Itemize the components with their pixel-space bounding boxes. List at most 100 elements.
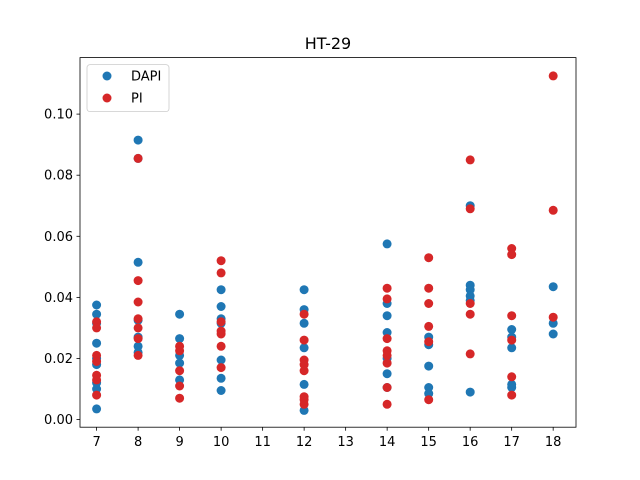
dapi-point	[216, 386, 226, 395]
pi-point	[133, 276, 143, 286]
pi-point	[92, 390, 102, 400]
x-tick-label: 11	[254, 435, 271, 450]
pi-point	[216, 363, 226, 373]
pi-point	[133, 297, 143, 307]
x-tick-label: 10	[213, 435, 230, 450]
pi-point	[382, 383, 392, 392]
pi-point	[382, 334, 392, 344]
dapi-point	[299, 379, 309, 389]
dapi-point	[382, 239, 392, 249]
pi-point	[299, 399, 309, 409]
pi-point	[133, 350, 143, 360]
dapi-point	[175, 334, 185, 344]
dapi-point	[548, 329, 558, 339]
dapi-point	[465, 387, 475, 397]
plot-frame	[79, 57, 577, 428]
dapi-point	[216, 285, 226, 295]
dapi-point	[382, 311, 392, 321]
pi-point	[465, 299, 475, 308]
points-layer	[92, 71, 558, 415]
x-tick-label: 16	[462, 435, 479, 450]
x-tick-label: 7	[92, 435, 100, 450]
pi-point	[424, 283, 434, 293]
pi-point	[133, 153, 143, 163]
pi-point	[465, 349, 475, 359]
pi-point	[424, 299, 434, 308]
pi-point	[382, 358, 392, 368]
dapi-point	[216, 373, 226, 383]
dapi-point	[92, 309, 102, 319]
chart-title: HT-29	[305, 34, 351, 53]
pi-point	[299, 309, 309, 319]
x-tick-label: 8	[134, 435, 142, 450]
dapi-point	[424, 361, 434, 371]
pi-point	[133, 334, 143, 344]
pi-point	[424, 395, 434, 405]
dapi-point	[299, 318, 309, 328]
pi-point	[92, 375, 102, 385]
dapi-point	[92, 404, 102, 414]
x-tick-label: 18	[545, 435, 562, 450]
x-tick-label: 13	[337, 435, 354, 450]
y-tick-label: 0.08	[44, 169, 73, 184]
pi-point	[382, 283, 392, 293]
axis-layer: 7 8 9 10 11 12 13 14 15 16 17 18 0.00 0.02 0.04 0.06 0.0…	[44, 108, 561, 451]
dapi-point	[465, 285, 475, 295]
x-tick-label: 9	[175, 435, 183, 450]
pi-point	[216, 268, 226, 278]
dapi-point	[133, 257, 143, 267]
pi-point	[507, 390, 517, 400]
pi-point	[382, 294, 392, 304]
dapi-point	[507, 383, 517, 392]
legend-label-pi: PI	[131, 92, 143, 107]
pi-point	[92, 323, 102, 333]
dapi-point	[299, 285, 309, 295]
pi-point	[133, 314, 143, 324]
pi-point	[465, 204, 475, 214]
dapi-point	[507, 325, 517, 334]
pi-point	[92, 357, 102, 366]
pi-point	[465, 155, 475, 165]
pi-point	[507, 250, 517, 260]
dapi-point	[216, 302, 226, 311]
legend-marker-dapi	[102, 71, 112, 81]
pi-point	[507, 311, 517, 321]
dapi-point	[175, 309, 185, 319]
pi-point	[175, 366, 185, 376]
legend: DAPI PI	[86, 64, 170, 112]
pi-point	[299, 335, 309, 345]
dapi-point	[133, 135, 143, 145]
legend-marker-pi	[102, 93, 112, 103]
pi-point	[548, 71, 558, 81]
x-tick-label: 15	[420, 435, 437, 450]
pi-point	[382, 399, 392, 409]
pi-point	[465, 309, 475, 319]
pi-point	[507, 372, 517, 382]
legend-label-dapi: DAPI	[131, 70, 161, 85]
pi-point	[216, 256, 226, 266]
dapi-point	[92, 300, 102, 310]
y-tick-label: 0.00	[44, 413, 73, 428]
pi-point	[424, 321, 434, 331]
pi-point	[175, 381, 185, 391]
x-tick-label: 12	[296, 435, 313, 450]
pi-point	[216, 329, 226, 339]
pi-point	[424, 337, 434, 347]
pi-point	[382, 350, 392, 360]
dapi-point	[175, 358, 185, 368]
pi-point	[133, 323, 143, 333]
x-tick-label: 17	[503, 435, 520, 450]
pi-point	[548, 312, 558, 322]
dapi-point	[92, 338, 102, 348]
pi-point	[548, 205, 558, 215]
y-tick-label: 0.04	[44, 291, 73, 306]
dapi-point	[299, 343, 309, 353]
pi-point	[507, 335, 517, 345]
x-tick-label: 14	[379, 435, 396, 450]
y-tick-label: 0.10	[44, 108, 73, 123]
dapi-point	[382, 369, 392, 379]
dapi-point	[548, 282, 558, 292]
pi-point	[175, 346, 185, 356]
pi-point	[424, 253, 434, 263]
